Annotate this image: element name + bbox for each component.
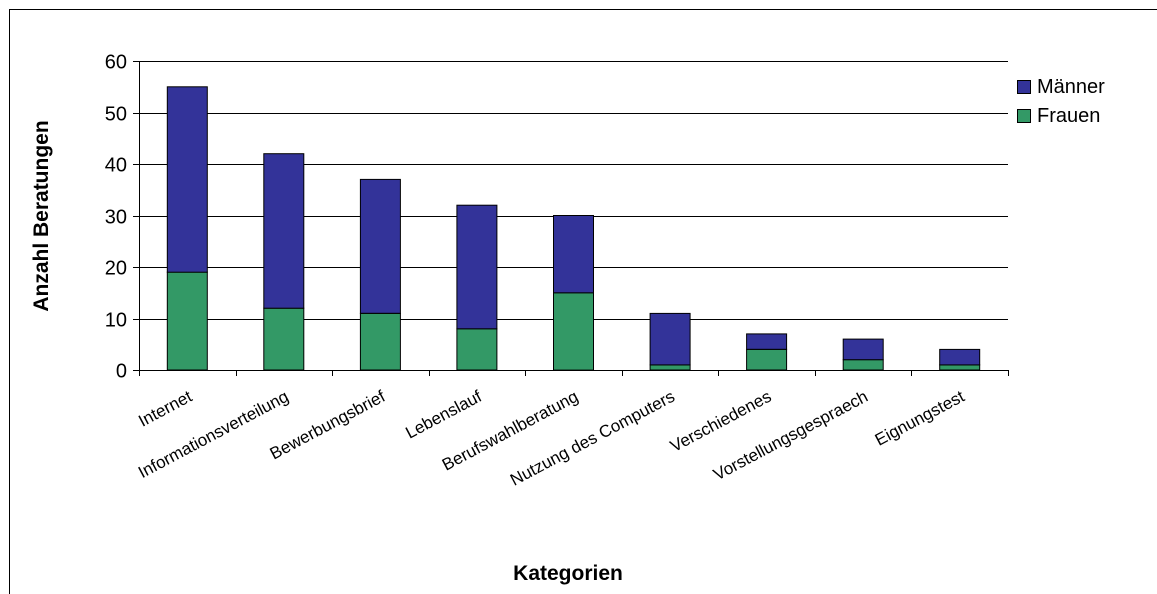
y-tick-label: 20	[105, 258, 127, 280]
bar-mnner-3	[456, 204, 498, 330]
bar-mnner-4	[553, 215, 594, 294]
x-tick-label: Nutzung des Computers	[507, 387, 678, 490]
bar-frauen-3	[456, 328, 498, 371]
legend-swatch	[1017, 80, 1031, 94]
axes	[133, 61, 1009, 376]
bar-mnner-5	[649, 312, 691, 366]
x-tick-label: Internet	[135, 387, 195, 431]
bar-mnner-1	[263, 153, 305, 309]
bar-frauen-4	[553, 292, 594, 371]
y-tick-label: 0	[116, 361, 127, 383]
y-tick-label: 30	[105, 207, 127, 229]
bar-mnner-0	[166, 86, 208, 273]
chart-border	[9, 9, 1157, 594]
bar-frauen-1	[263, 307, 305, 371]
x-tick-label: Eignungstest	[872, 387, 968, 450]
bars	[166, 86, 981, 371]
y-tick-label: 10	[105, 310, 127, 332]
y-tick-labels: 0 10 20 30 40 50 60	[105, 52, 127, 383]
bar-frauen-7	[842, 359, 884, 371]
bar-frauen-8	[939, 364, 981, 371]
y-tick-label: 50	[105, 104, 127, 126]
bar-frauen-6	[746, 348, 788, 371]
bar-mnner-8	[939, 348, 981, 366]
bar-frauen-2	[359, 312, 401, 371]
bar-mnner-2	[359, 178, 401, 314]
legend: Männer Frauen	[1017, 76, 1105, 127]
bar-mnner-6	[746, 333, 788, 350]
y-axis-title: Anzahl Beratungen	[30, 120, 53, 311]
bar-frauen-5	[649, 364, 691, 371]
x-tick-label: Lebenslauf	[402, 387, 485, 443]
y-tick-label: 60	[105, 52, 127, 74]
y-tick-label: 40	[105, 155, 127, 177]
x-tick-labels: InternetInformationsverteilungBewerbungs…	[135, 387, 968, 490]
legend-label: Männer	[1037, 76, 1105, 98]
legend-label: Frauen	[1037, 105, 1100, 127]
x-tick-label: Vorstellungsgespraech	[710, 387, 871, 485]
legend-swatch	[1017, 109, 1031, 123]
bar-frauen-0	[166, 271, 208, 371]
bar-mnner-7	[842, 338, 884, 361]
x-axis-title: Kategorien	[513, 562, 623, 585]
